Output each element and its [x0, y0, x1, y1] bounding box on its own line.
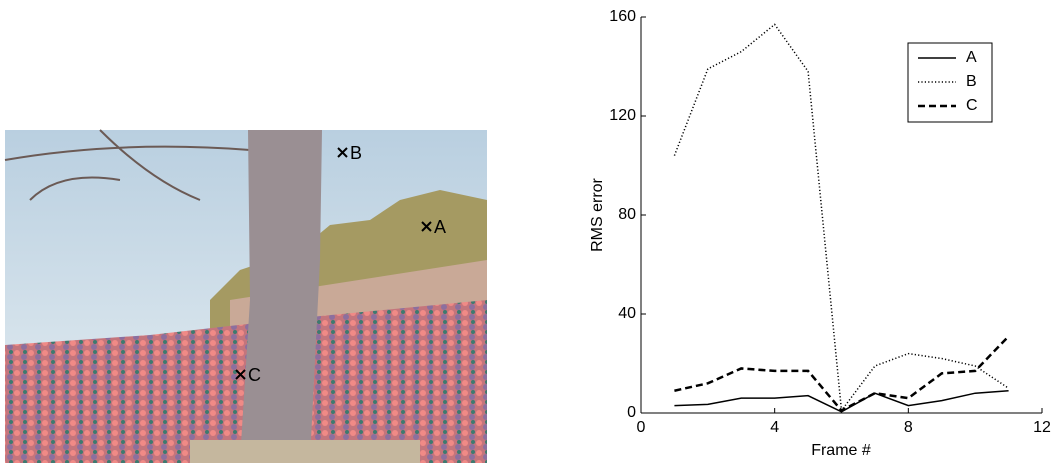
x-tick-label: 4 — [770, 419, 779, 436]
path — [190, 440, 420, 463]
x-tick-label: 0 — [637, 419, 646, 436]
x-tick-label: 8 — [904, 419, 913, 436]
tree-trunk — [240, 130, 322, 460]
y-tick-label: 120 — [609, 107, 636, 124]
x-tick-label: 12 — [1033, 419, 1051, 436]
marker-label: A — [434, 217, 446, 237]
legend-label: A — [966, 49, 977, 66]
legend-label: C — [966, 97, 978, 114]
y-tick-label: 0 — [627, 404, 636, 421]
photo: B A C — [5, 130, 487, 463]
legend-label: B — [966, 73, 977, 90]
figure: B A C Frame # RMS error 0 40 80 120 160 0 4 8 12… — [0, 0, 1058, 468]
marker-label: B — [350, 143, 362, 163]
marker-label: C — [248, 365, 261, 385]
y-tick-label: 80 — [618, 206, 636, 223]
series-line — [674, 336, 1008, 410]
page: B A C Frame # RMS error 0 40 80 120 160 0 4 8 12… — [0, 0, 1058, 473]
legend-box — [908, 43, 992, 122]
y-tick-label: 160 — [609, 8, 636, 25]
x-axis-label: Frame # — [811, 442, 871, 459]
y-tick-label: 40 — [618, 305, 636, 322]
y-axis-label: RMS error — [589, 177, 606, 251]
